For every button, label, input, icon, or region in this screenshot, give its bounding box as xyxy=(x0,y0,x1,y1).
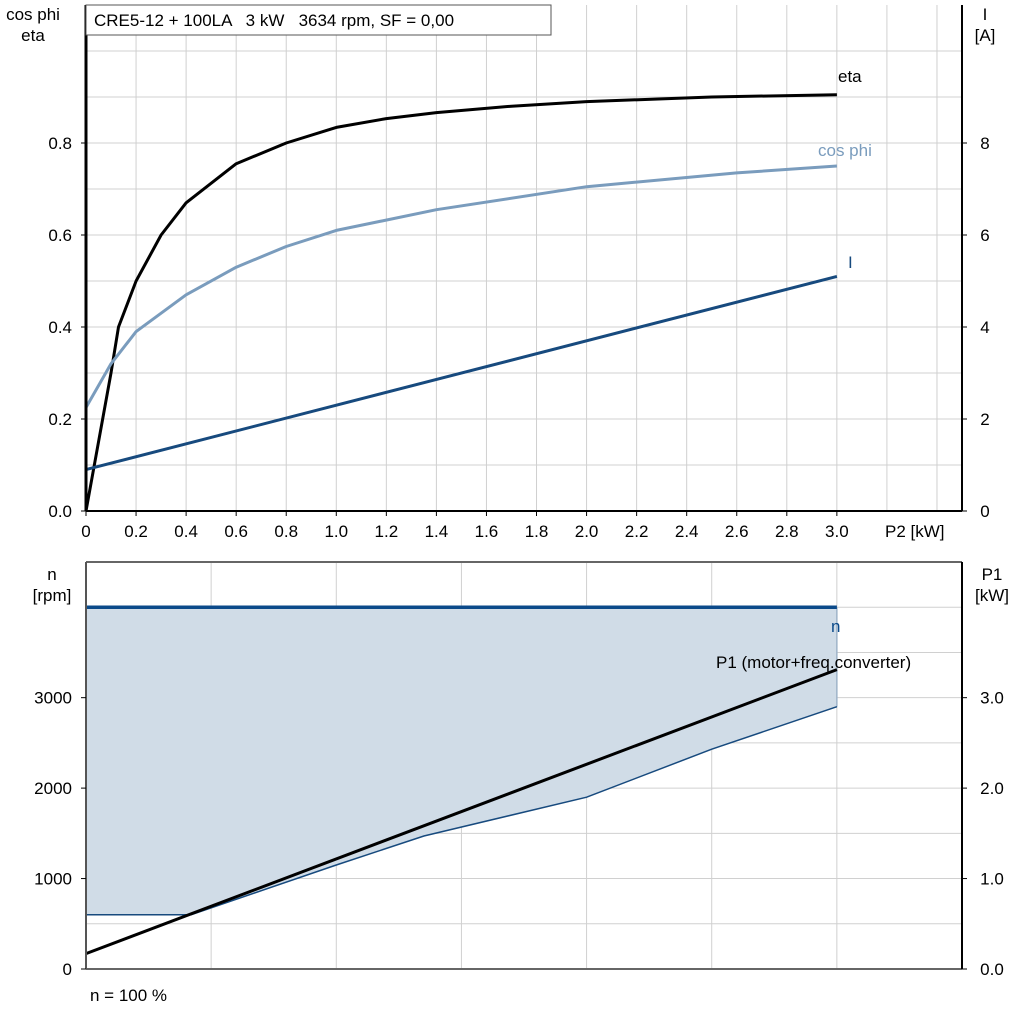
tick-labels: 0 0.2 0.4 0.6 0.8 1.0 1.2 1.4 1.6 1.8 2.0 2.2 2.4 2.6… xyxy=(34,134,1004,979)
series-label-eta: eta xyxy=(838,67,862,86)
y-right-label-i: I xyxy=(983,5,988,24)
y-left-label-eta: eta xyxy=(21,26,45,45)
y-left-tick-label: 0.4 xyxy=(48,318,72,337)
series-line-p1 xyxy=(85,668,838,956)
series-line-I xyxy=(85,274,838,472)
x-tick-label: 1.4 xyxy=(425,522,449,541)
series-label-cosphi: cos phi xyxy=(818,141,872,160)
y-right-tick-label: 2 xyxy=(980,410,989,429)
y-left-tick-label: 0.2 xyxy=(48,410,72,429)
footnote-speed: n = 100 % xyxy=(90,986,167,1005)
y-right-tick-label: 0.0 xyxy=(980,960,1004,979)
y-left-tick-label: 2000 xyxy=(34,779,72,798)
x-tick-label: 2.6 xyxy=(725,522,749,541)
series-line-cos-phi xyxy=(84,164,838,409)
y-left-tick-label: 0.0 xyxy=(48,502,72,521)
series-label-i: I xyxy=(848,253,853,272)
y-left-tick-label: 0 xyxy=(63,960,72,979)
y-right-tick-label: 4 xyxy=(980,318,989,337)
x-tick-label: 0.6 xyxy=(224,522,248,541)
series-label-p1: P1 (motor+freq.converter) xyxy=(716,653,911,672)
x-axis-label: P2 [kW] xyxy=(885,522,945,541)
series-line-eta xyxy=(84,93,837,512)
x-tick-label: 0.2 xyxy=(124,522,148,541)
axes xyxy=(84,5,963,970)
x-tick-label: 2.4 xyxy=(675,522,699,541)
chart-title: CRE5-12 + 100LA 3 kW 3634 rpm, SF = 0,00 xyxy=(94,11,454,30)
x-tick-label: 0.8 xyxy=(274,522,298,541)
x-tick-label: 2.8 xyxy=(775,522,799,541)
x-tick-label: 1.8 xyxy=(525,522,549,541)
y-right-label-p1: P1 xyxy=(982,565,1003,584)
y-left-tick-label: 3000 xyxy=(34,689,72,708)
y-left-label-cosphi: cos phi xyxy=(6,5,60,24)
y-left-label-n: n xyxy=(47,565,56,584)
x-tick-label: 1.0 xyxy=(324,522,348,541)
y-right-label-kw: [kW] xyxy=(975,586,1009,605)
title-box xyxy=(85,4,552,36)
y-right-tick-label: 0 xyxy=(980,502,989,521)
y-right-tick-label: 3.0 xyxy=(980,689,1004,708)
y-right-tick-label: 1.0 xyxy=(980,870,1004,889)
operating-area xyxy=(86,607,837,915)
x-tick-label: 3.0 xyxy=(825,522,849,541)
series-lines xyxy=(84,93,838,956)
y-right-label-unit: [A] xyxy=(975,26,996,45)
y-right-tick-label: 8 xyxy=(980,134,989,153)
y-left-tick-label: 0.6 xyxy=(48,226,72,245)
x-tick-label: 1.2 xyxy=(375,522,399,541)
y-right-tick-label: 2.0 xyxy=(980,779,1004,798)
x-tick-label: 0.4 xyxy=(174,522,198,541)
y-right-tick-label: 6 xyxy=(980,226,989,245)
y-left-tick-label: 0.8 xyxy=(48,134,72,153)
x-tick-label: 1.6 xyxy=(475,522,499,541)
x-tick-label: 2.0 xyxy=(575,522,599,541)
y-left-label-rpm: [rpm] xyxy=(33,586,72,605)
series-label-n: n xyxy=(831,617,840,636)
y-left-tick-label: 1000 xyxy=(34,870,72,889)
x-tick-label: 0 xyxy=(81,522,90,541)
x-tick-label: 2.2 xyxy=(625,522,649,541)
operating-area-fill xyxy=(86,607,838,915)
